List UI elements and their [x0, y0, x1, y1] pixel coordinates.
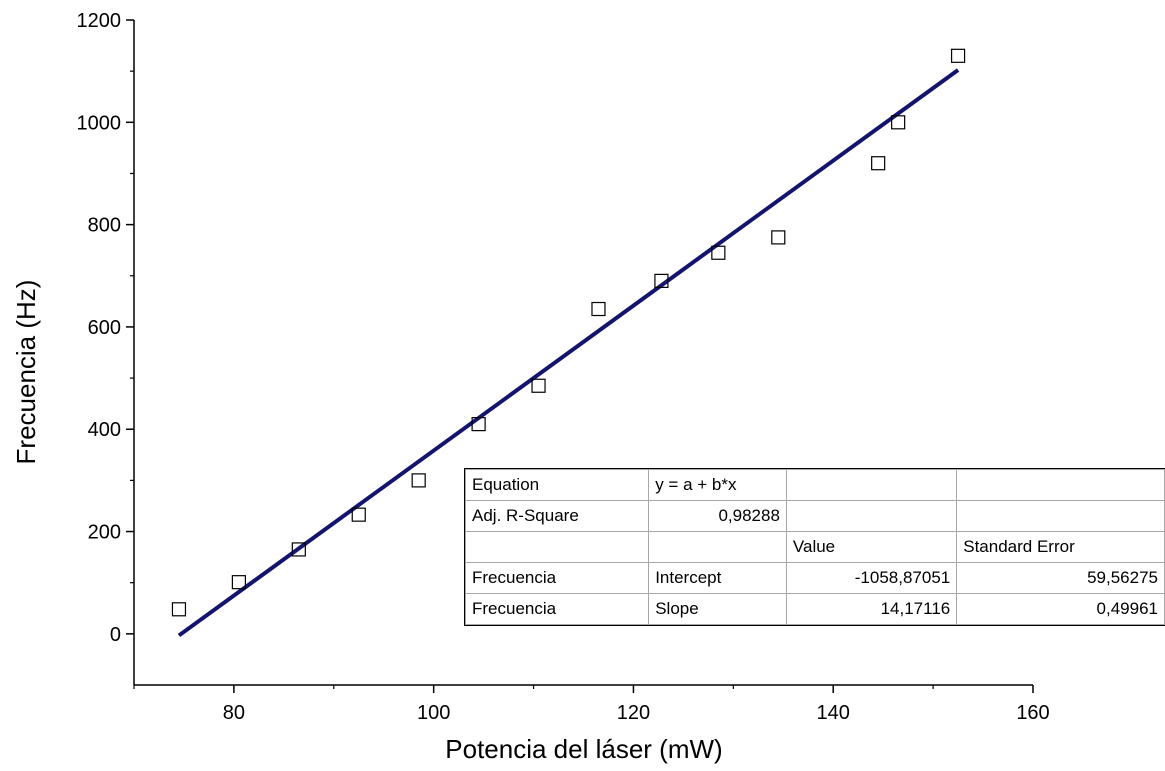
- fit-table-cell: 59,56275: [956, 562, 1165, 594]
- data-point: [891, 115, 906, 130]
- y-tick-label: 1000: [77, 112, 122, 134]
- x-axis: 80 100 120 140 160: [133, 684, 1050, 724]
- fit-table-cell: 0,49961: [956, 593, 1165, 625]
- data-points: [171, 48, 966, 617]
- data-point: [231, 575, 246, 590]
- fit-table-cell: Intercept: [648, 562, 787, 594]
- x-axis-title: Potencia del láser (mW): [445, 734, 722, 764]
- data-point: [950, 48, 966, 63]
- y-tick-label: 200: [88, 522, 121, 544]
- y-ticks: 0 200 400 600 800 1000 1200: [77, 10, 134, 646]
- x-tick-label: 140: [817, 702, 850, 724]
- fit-table-cell: 14,17116: [785, 593, 958, 625]
- fit-line: [177, 68, 960, 638]
- fit-table-cell: Adj. R-Square: [464, 500, 650, 532]
- y-tick-label: 800: [88, 215, 121, 237]
- x-tick-label: 100: [417, 702, 450, 724]
- data-point: [654, 273, 669, 288]
- x-tick-label: 80: [223, 702, 245, 724]
- fit-table-row: Value Standard Error: [464, 531, 1165, 563]
- data-point: [871, 156, 886, 171]
- fit-table-cell: [785, 500, 958, 532]
- fit-table-cell: 0,98288: [648, 500, 787, 532]
- fit-table-cell: [956, 469, 1165, 501]
- fit-table-cell: [648, 531, 787, 563]
- fit-table-row: Frecuencia Intercept -1058,87051 59,56275: [464, 562, 1165, 594]
- y-axis-title: Frecuencia (Hz): [11, 280, 41, 465]
- fit-table-cell: Slope: [648, 593, 787, 625]
- fit-table-cell: [464, 531, 650, 563]
- fit-table-cell: y = a + b*x: [648, 469, 787, 501]
- fit-results-table: Equation y = a + b*x Adj. R-Square 0,98288 V…: [464, 468, 1165, 626]
- fit-results-body: Equation y = a + b*x Adj. R-Square 0,98288 V…: [464, 469, 1165, 625]
- y-tick-label: 400: [88, 419, 121, 441]
- y-tick-label: 1200: [77, 10, 122, 32]
- y-tick-label: 600: [88, 317, 121, 339]
- fit-table-cell: Equation: [464, 469, 650, 501]
- fit-table-cell: Value: [785, 531, 958, 563]
- data-point: [591, 301, 606, 317]
- data-point: [171, 602, 187, 617]
- fit-table-cell: [785, 469, 958, 501]
- fit-table-cell: Frecuencia: [464, 593, 650, 625]
- data-point: [711, 245, 726, 260]
- data-point: [291, 542, 306, 557]
- x-ticks: 80 100 120 140 160: [133, 685, 1050, 724]
- fit-line-layer: [177, 68, 960, 638]
- fit-table-row: Frecuencia Slope 14,17116 0,49961: [464, 593, 1165, 625]
- fit-table-cell: [956, 500, 1165, 532]
- x-tick-label: 120: [617, 702, 650, 724]
- fit-table-row: Equation y = a + b*x: [464, 469, 1165, 501]
- x-tick-label: 160: [1016, 702, 1049, 724]
- fit-table-row: Adj. R-Square 0,98288: [464, 500, 1165, 532]
- data-point: [471, 417, 486, 432]
- data-point: [351, 507, 366, 522]
- fit-table-cell: -1058,87051: [785, 562, 958, 594]
- data-point: [531, 378, 546, 393]
- y-tick-label: 0: [110, 624, 121, 646]
- data-point: [411, 473, 426, 488]
- fit-table-cell: Frecuencia: [464, 562, 650, 594]
- data-point: [771, 230, 786, 245]
- y-axis: 0 200 400 600 800 1000 1200: [77, 10, 135, 685]
- fit-table-cell: Standard Error: [956, 531, 1165, 563]
